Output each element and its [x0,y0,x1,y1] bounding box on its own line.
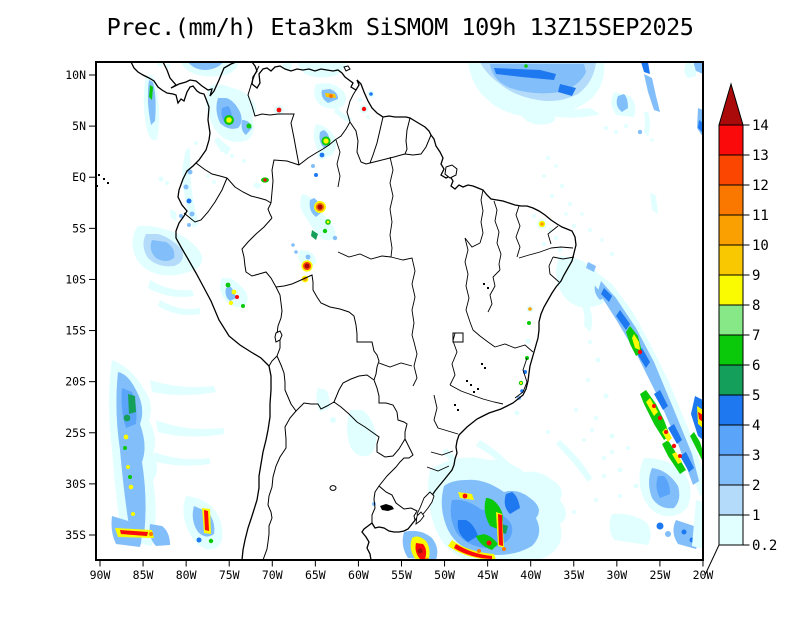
colorbar-tick-label: 2 [752,478,760,494]
trinidad-island [343,65,351,72]
lon-tick-label: 75W [219,568,240,582]
x-axis: 90W 85W 80W 75W 70W 65W 60W 55W 50W 45W 40W 35W 30W 2… [90,560,714,582]
colorbar-tick-label: 4 [752,418,760,434]
figure-title: Prec.(mm/h) Eta3km SiSMOM 109h 13Z15SEP2… [106,13,694,41]
colorbar-tick-label: 5 [752,388,760,404]
lat-tick-label: 5S [72,221,86,235]
lat-tick-label: 25S [65,426,86,440]
lat-tick-label: 20S [65,375,86,389]
colorbar-tick-label: 10 [752,238,769,254]
lon-tick-label: 40W [520,568,541,582]
colorbar-segment [718,484,744,516]
colorbar-segment [718,394,744,426]
colorbar-segment [718,154,744,186]
colorbar-segment [718,214,744,246]
colorbar-tick-label: 6 [752,358,760,374]
lake-titicaca [274,330,283,343]
colorbar-above-arrow [718,82,744,126]
galapagos-islands [96,174,109,187]
colorbar-segment [718,364,744,396]
colorbar-segment [718,184,744,216]
colorbar-tick-label: 12 [752,178,769,194]
lon-tick-label: 90W [90,568,111,582]
colorbar-segment [718,424,744,456]
lon-tick-label: 70W [262,568,283,582]
colorbar-segment [718,304,744,336]
rio-negro-reservoir [380,504,394,511]
colorbar-tick-label: 9 [752,268,760,284]
lat-tick-label: 10N [65,68,86,82]
lat-tick-label: 15S [65,324,86,338]
lat-tick-label: 30S [65,477,86,491]
lon-tick-label: 65W [305,568,326,582]
reservoir-dots [454,283,489,411]
lon-tick-label: 50W [434,568,455,582]
colorbar-segment [718,244,744,276]
lagoa-mirim [415,511,425,525]
colorbar-tick-label: 11 [752,208,769,224]
colorbar-tick-label: 1 [752,508,760,524]
lat-tick-label: EQ [72,170,86,184]
state-borders [335,139,575,472]
colorbar-tick-label: 0.2 [752,538,777,554]
y-axis: 10N 5N EQ 5S 10S 15S 20S 25S 30S 35S [65,68,96,542]
lon-tick-label: 30W [606,568,627,582]
lat-tick-label: 10S [65,272,86,286]
lagoa-dos-patos [416,491,435,518]
country-borders [183,65,432,560]
lon-tick-label: 45W [477,568,498,582]
colorbar-segment [718,274,744,306]
precipitation-layer [109,62,703,560]
colorbar-tick-label: 13 [752,148,769,164]
mar-chiquita-lake [329,485,337,491]
lon-tick-label: 20W [693,568,714,582]
lon-tick-label: 80W [176,568,197,582]
lon-tick-label: 60W [348,568,369,582]
distrito-federal-outline [452,332,464,343]
lon-tick-label: 85W [133,568,154,582]
marajo-island [444,164,458,179]
map-frame [95,61,704,561]
colorbar-below-line [704,544,720,576]
colorbar-segment [718,124,744,156]
lon-tick-label: 35W [563,568,584,582]
lon-tick-label: 55W [391,568,412,582]
colorbar-tick-label: 3 [752,448,760,464]
lat-tick-label: 5N [72,119,86,133]
geography-layer [96,62,577,560]
colorbar-tick-label: 14 [752,118,769,134]
lat-tick-label: 35S [65,528,86,542]
colorbar-tick-label: 7 [752,328,760,344]
colorbar-tick-label: 8 [752,298,760,314]
lon-tick-label: 25W [650,568,671,582]
colorbar-segment [718,334,744,366]
colorbar-segment [718,514,744,546]
coastline [130,62,577,560]
colorbar-segment [718,454,744,486]
